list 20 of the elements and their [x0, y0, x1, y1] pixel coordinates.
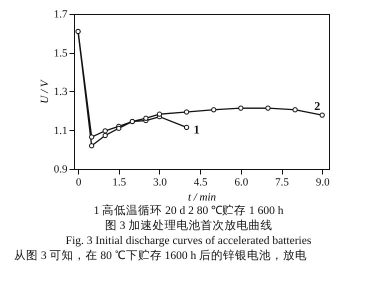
series-label: 1	[194, 122, 200, 136]
y-tick-label: 0.9	[54, 164, 68, 176]
y-axis-title: U / V	[38, 79, 51, 104]
y-tick-label: 1.5	[54, 47, 68, 60]
x-tick-label: 3.0	[153, 176, 168, 188]
y-tick-label: 1.3	[54, 86, 68, 98]
x-tick-label: 7.5	[275, 176, 290, 188]
x-tick-label: 0	[76, 176, 82, 188]
text: 1 高低温循环 20 d 2 80 ℃贮存 1 600 h	[92, 204, 284, 219]
x-tick-label: 6.0	[234, 176, 249, 188]
x-tick-label: 1.5	[112, 176, 127, 188]
x-tick-label: 9.0	[316, 176, 330, 188]
x-axis-title: t / min	[188, 192, 217, 204]
series-label: 2	[314, 99, 320, 114]
y-tick-label: 1.1	[54, 124, 68, 137]
caption: Fig. 3 Initial discharge curves of accelerated batteries	[64, 234, 312, 249]
x-tick-label: 4.5	[194, 176, 208, 188]
text: 从图 3 可知，在 80 ℃下贮存 1600 h 后的锌银电池，放电	[13, 249, 308, 264]
y-tick-label: 1.7	[54, 8, 68, 20]
caption: 图 3 加速处理电池首次放电曲线	[104, 219, 274, 234]
